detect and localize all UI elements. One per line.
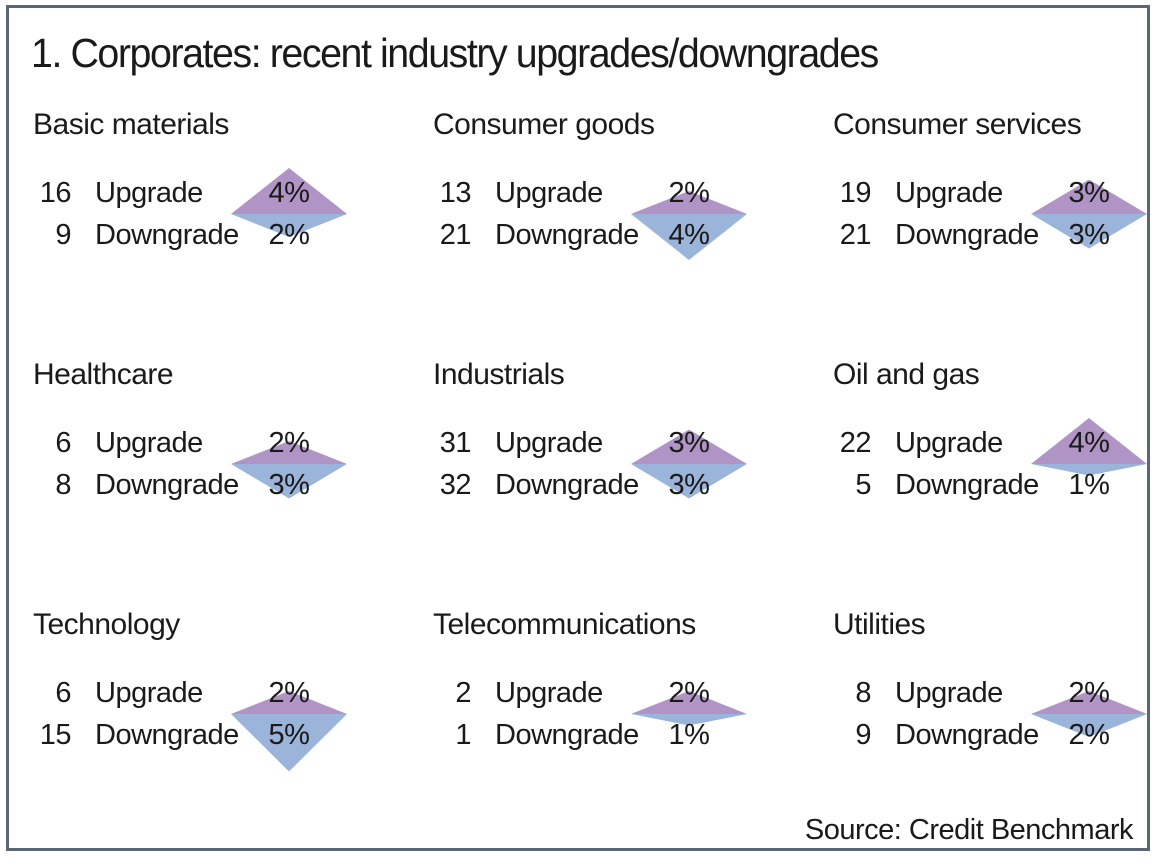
upgrade-count: 6 bbox=[55, 427, 71, 459]
downgrade-count: 9 bbox=[55, 219, 71, 251]
downgrade-count: 8 bbox=[55, 469, 71, 501]
downgrade-pct: 1% bbox=[668, 719, 710, 751]
upgrade-row: 6 Upgrade bbox=[33, 672, 203, 714]
downgrade-row: 8 Downgrade bbox=[33, 464, 239, 506]
downgrade-pct: 3% bbox=[1068, 219, 1110, 251]
industry-name: Industrials bbox=[433, 358, 565, 391]
upgrade-label: Upgrade bbox=[95, 177, 203, 209]
downgrade-row: 32 Downgrade bbox=[433, 464, 640, 506]
upgrade-row: 31 Upgrade bbox=[433, 422, 604, 464]
downgrade-row: 15 Downgrade bbox=[33, 714, 240, 756]
industry-name: Telecommunications bbox=[433, 608, 696, 641]
panel-consumer-services: Consumer services 19 Upgrade 21 Downgrad… bbox=[833, 108, 1160, 348]
downgrade-pct: 4% bbox=[668, 219, 710, 251]
chart-frame: 1. Corporates: recent industry upgrades/… bbox=[6, 5, 1150, 851]
upgrade-row: 16 Upgrade bbox=[33, 172, 204, 214]
downgrade-count: 15 bbox=[39, 719, 72, 751]
chart-title: 1. Corporates: recent industry upgrades/… bbox=[31, 30, 879, 76]
downgrade-label: Downgrade bbox=[495, 719, 639, 751]
upgrade-count: 19 bbox=[839, 177, 872, 209]
panel-basic-materials: Basic materials 16 Upgrade 9 Downgrade 4… bbox=[33, 108, 423, 348]
industry-name: Technology bbox=[33, 608, 180, 641]
upgrade-pct: 2% bbox=[268, 427, 310, 459]
downgrade-count: 32 bbox=[439, 469, 472, 501]
upgrade-label: Upgrade bbox=[895, 177, 1003, 209]
upgrade-label: Upgrade bbox=[895, 677, 1003, 709]
downgrade-pct: 3% bbox=[668, 469, 710, 501]
downgrade-row: 5 Downgrade bbox=[833, 464, 1039, 506]
downgrade-count: 1 bbox=[455, 719, 471, 751]
upgrade-row: 19 Upgrade bbox=[833, 172, 1004, 214]
downgrade-label: Downgrade bbox=[895, 719, 1039, 751]
upgrade-row: 22 Upgrade bbox=[833, 422, 1004, 464]
upgrade-pct: 4% bbox=[1068, 427, 1110, 459]
downgrade-row: 21 Downgrade bbox=[833, 214, 1040, 256]
upgrade-count: 8 bbox=[855, 677, 871, 709]
downgrade-label: Downgrade bbox=[495, 469, 639, 501]
panel-utilities: Utilities 8 Upgrade 9 Downgrade 2% 2% bbox=[833, 608, 1160, 848]
downgrade-triangle-icon bbox=[1031, 464, 1147, 476]
downgrade-pct: 1% bbox=[1068, 469, 1110, 501]
panel-oil-and-gas: Oil and gas 22 Upgrade 5 Downgrade 4% 1% bbox=[833, 358, 1160, 598]
upgrade-label: Upgrade bbox=[895, 427, 1003, 459]
upgrade-row: 8 Upgrade bbox=[833, 672, 1003, 714]
upgrade-label: Upgrade bbox=[495, 677, 603, 709]
upgrade-label: Upgrade bbox=[95, 677, 203, 709]
upgrade-count: 13 bbox=[439, 177, 472, 209]
upgrade-pct: 4% bbox=[268, 177, 310, 209]
upgrade-label: Upgrade bbox=[95, 427, 203, 459]
upgrade-pct: 3% bbox=[668, 427, 710, 459]
upgrade-pct: 2% bbox=[268, 677, 310, 709]
downgrade-label: Downgrade bbox=[895, 469, 1039, 501]
upgrade-row: 6 Upgrade bbox=[33, 422, 203, 464]
panel-technology: Technology 6 Upgrade 15 Downgrade 2% 5% bbox=[33, 608, 423, 848]
source-attribution: Source: Credit Benchmark bbox=[804, 814, 1134, 846]
industry-name: Basic materials bbox=[33, 108, 229, 141]
industry-name: Consumer goods bbox=[433, 108, 655, 141]
downgrade-row: 21 Downgrade bbox=[433, 214, 640, 256]
upgrade-pct: 2% bbox=[668, 677, 710, 709]
downgrade-row: 9 Downgrade bbox=[33, 214, 239, 256]
upgrade-row: 13 Upgrade bbox=[433, 172, 604, 214]
panel-consumer-goods: Consumer goods 13 Upgrade 21 Downgrade 2… bbox=[433, 108, 823, 348]
downgrade-pct: 2% bbox=[268, 219, 310, 251]
downgrade-row: 1 Downgrade bbox=[433, 714, 639, 756]
upgrade-pct: 3% bbox=[1068, 177, 1110, 209]
downgrade-count: 9 bbox=[855, 719, 871, 751]
downgrade-label: Downgrade bbox=[95, 719, 239, 751]
upgrade-count: 6 bbox=[55, 677, 71, 709]
downgrade-row: 9 Downgrade bbox=[833, 714, 1039, 756]
upgrade-count: 31 bbox=[439, 427, 472, 459]
industry-name: Consumer services bbox=[833, 108, 1082, 141]
upgrade-count: 16 bbox=[39, 177, 72, 209]
upgrade-count: 22 bbox=[839, 427, 872, 459]
upgrade-pct: 2% bbox=[1068, 677, 1110, 709]
panel-telecommunications: Telecommunications 2 Upgrade 1 Downgrade… bbox=[433, 608, 823, 848]
downgrade-label: Downgrade bbox=[95, 469, 239, 501]
downgrade-label: Downgrade bbox=[495, 219, 639, 251]
upgrade-pct: 2% bbox=[668, 177, 710, 209]
downgrade-triangle-icon bbox=[631, 714, 747, 726]
upgrade-row: 2 Upgrade bbox=[433, 672, 603, 714]
downgrade-pct: 2% bbox=[1068, 719, 1110, 751]
panel-industrials: Industrials 31 Upgrade 32 Downgrade 3% 3… bbox=[433, 358, 823, 598]
downgrade-pct: 3% bbox=[268, 469, 310, 501]
upgrade-count: 2 bbox=[455, 677, 471, 709]
industry-name: Oil and gas bbox=[833, 358, 980, 391]
downgrade-pct: 5% bbox=[268, 719, 310, 751]
downgrade-count: 21 bbox=[439, 219, 472, 251]
downgrade-count: 21 bbox=[839, 219, 872, 251]
industry-name: Utilities bbox=[833, 608, 926, 641]
downgrade-label: Downgrade bbox=[95, 219, 239, 251]
industry-name: Healthcare bbox=[33, 358, 174, 391]
downgrade-label: Downgrade bbox=[895, 219, 1039, 251]
downgrade-count: 5 bbox=[855, 469, 871, 501]
upgrade-label: Upgrade bbox=[495, 427, 603, 459]
upgrade-label: Upgrade bbox=[495, 177, 603, 209]
panel-healthcare: Healthcare 6 Upgrade 8 Downgrade 2% 3% bbox=[33, 358, 423, 598]
